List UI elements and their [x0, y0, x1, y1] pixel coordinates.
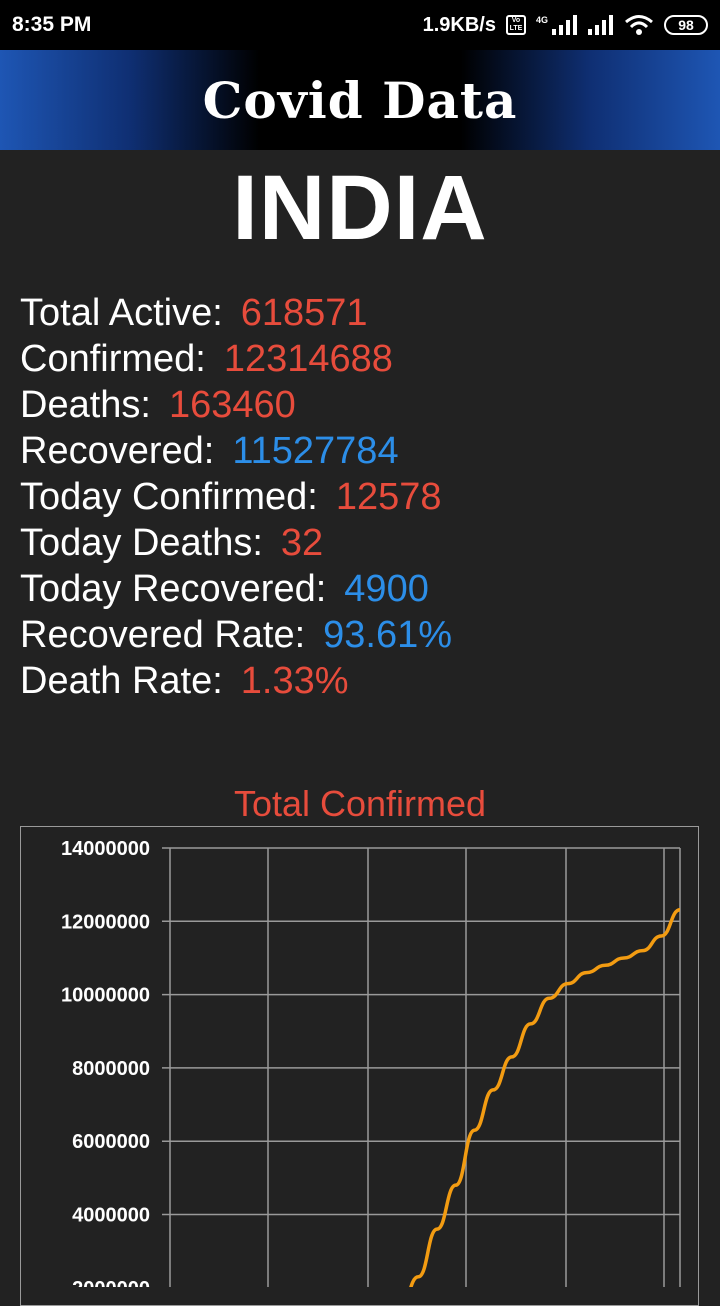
stat-deaths: Deaths: 163460 — [20, 382, 700, 428]
stat-value: 11527784 — [232, 430, 399, 472]
stat-value: 1.33% — [240, 660, 349, 702]
net-speed: 1.9KB/s — [422, 13, 496, 36]
volte-lte-icon: Vo LTE — [505, 15, 526, 35]
stat-value: 12314688 — [223, 338, 393, 380]
status-icons: 1.9KB/s Vo LTE 4G 98 — [423, 14, 708, 37]
y-tick-label: 10000000 — [61, 985, 150, 1007]
total-confirmed-chart: 14000000 12000000 10000000 8000000 6000000 40… — [61, 838, 681, 1287]
battery-icon: 98 — [664, 15, 708, 35]
y-tick-label: 12000000 — [61, 911, 150, 933]
stat-value: 93.61% — [323, 614, 453, 656]
stat-label: Recovered Rate: — [20, 614, 306, 656]
status-bar: 8:35 PM 1.9KB/s Vo LTE 4G 98 — [0, 0, 720, 50]
stat-label: Deaths: — [20, 384, 151, 426]
stat-today-recovered: Today Recovered: 4900 — [20, 566, 700, 612]
stat-label: Today Confirmed: — [20, 476, 318, 518]
stat-label: Today Recovered: — [20, 568, 327, 610]
stats-list: Total Active: 618571 Confirmed: 12314688 D… — [20, 290, 700, 704]
country-title: INDIA — [232, 157, 488, 259]
stat-value: 12578 — [335, 476, 442, 518]
stat-death-rate: Death Rate: 1.33% — [20, 658, 700, 704]
wifi-icon — [625, 15, 653, 35]
signal-strength-icon — [552, 15, 577, 35]
app-title: Covid Data — [202, 70, 518, 130]
stat-label: Confirmed: — [20, 338, 206, 380]
stat-label: Death Rate: — [20, 660, 223, 702]
signal-strength-2-icon — [588, 15, 613, 35]
battery-level: 98 — [678, 17, 694, 33]
network-type-label: 4G — [535, 15, 548, 25]
stat-value: 4900 — [344, 568, 429, 610]
stat-recovered: Recovered: 11527784 — [20, 428, 700, 474]
stat-label: Total Active: — [20, 292, 223, 334]
stat-value: 618571 — [240, 292, 368, 334]
status-time: 8:35 PM — [12, 13, 92, 36]
stat-value: 32 — [280, 522, 324, 564]
stat-confirmed: Confirmed: 12314688 — [20, 336, 700, 382]
chart-container: 14000000 12000000 10000000 8000000 6000000 40… — [20, 826, 699, 1306]
stat-label: Recovered: — [20, 430, 215, 472]
series-line-total-confirmed — [409, 908, 681, 1287]
y-tick-label: 4000000 — [72, 1205, 150, 1227]
y-tick-label: 2000000 — [72, 1278, 150, 1287]
stat-label: Today Deaths: — [20, 522, 263, 564]
y-tick-label: 14000000 — [61, 838, 150, 860]
stat-total-active: Total Active: 618571 — [20, 290, 700, 336]
chart-title: Total Confirmed — [233, 783, 487, 824]
y-tick-label: 6000000 — [72, 1131, 150, 1153]
stat-today-confirmed: Today Confirmed: 12578 — [20, 474, 700, 520]
app-bar: Covid Data — [0, 50, 720, 150]
stat-recovered-rate: Recovered Rate: 93.61% — [20, 612, 700, 658]
stat-value: 163460 — [168, 384, 296, 426]
signal-4g-icon: 4G — [536, 15, 578, 35]
y-tick-label: 8000000 — [72, 1058, 150, 1080]
stat-today-deaths: Today Deaths: 32 — [20, 520, 700, 566]
